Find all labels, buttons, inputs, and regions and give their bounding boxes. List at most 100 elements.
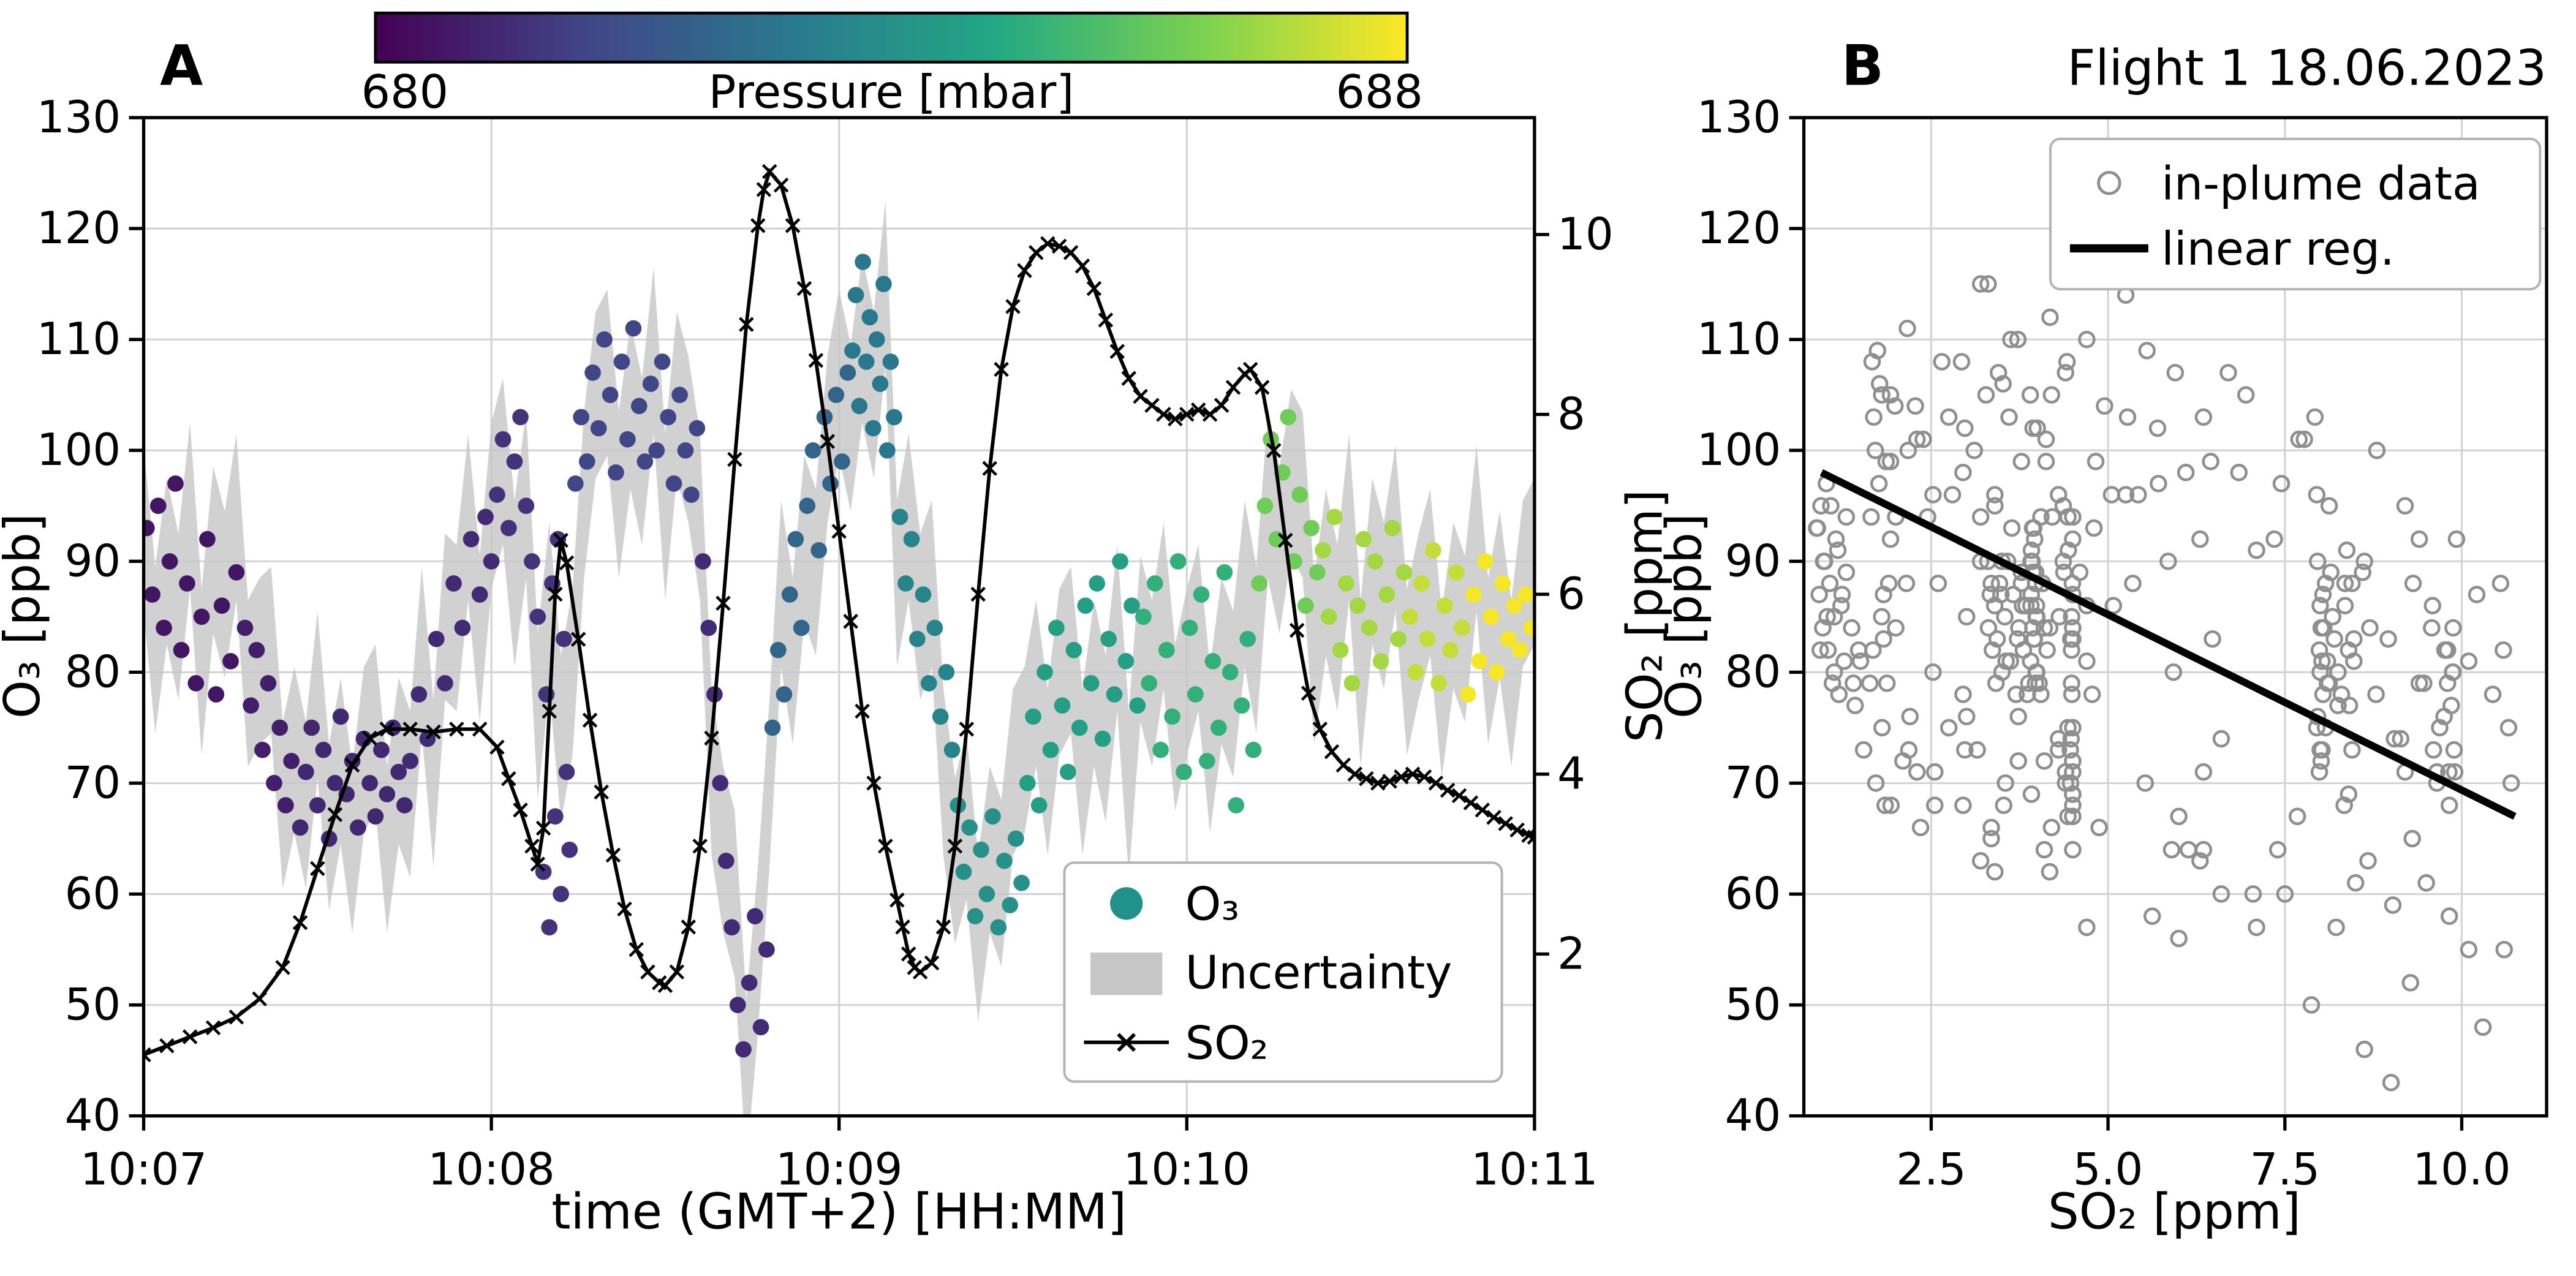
in-plume-point bbox=[1997, 652, 2015, 670]
in-plume-point bbox=[1854, 741, 1873, 759]
o3-point bbox=[573, 409, 589, 426]
o3-point bbox=[1233, 697, 1250, 714]
legend-uncertainty-marker bbox=[1090, 952, 1163, 995]
in-plume-point bbox=[2417, 874, 2435, 892]
in-plume-point bbox=[2338, 542, 2356, 559]
in-plume-point bbox=[2212, 885, 2230, 903]
o3-point bbox=[315, 741, 332, 758]
o3-point bbox=[298, 763, 314, 780]
svg-text:5.0: 5.0 bbox=[2073, 1144, 2143, 1195]
in-plume-point bbox=[1995, 796, 2012, 814]
in-plume-point bbox=[2444, 619, 2462, 637]
in-plume-point bbox=[1971, 508, 1990, 526]
in-plume-point bbox=[1979, 275, 1997, 293]
svg-text:100: 100 bbox=[1697, 424, 1781, 475]
in-plume-point bbox=[2118, 408, 2137, 426]
in-plume-point bbox=[2343, 575, 2361, 592]
o3-point bbox=[1280, 409, 1297, 426]
legend-linreg-label: linear reg. bbox=[2161, 222, 2395, 276]
in-plume-point bbox=[2410, 530, 2428, 548]
in-plume-point bbox=[2325, 630, 2343, 648]
o3-point bbox=[1436, 597, 1453, 614]
o3-point bbox=[428, 630, 445, 647]
in-plume-point bbox=[1881, 530, 1900, 548]
in-plume-point bbox=[1851, 652, 1870, 670]
o3-point bbox=[625, 320, 642, 337]
in-plume-point bbox=[1982, 829, 2000, 848]
in-plume-point bbox=[2010, 619, 2028, 637]
o3-point bbox=[1117, 653, 1135, 670]
svg-text:7.5: 7.5 bbox=[2250, 1144, 2320, 1195]
svg-text:50: 50 bbox=[65, 979, 121, 1030]
panel-b-legend: in-plume data linear reg. bbox=[2049, 137, 2542, 291]
o3-point bbox=[909, 630, 926, 647]
so2-markers bbox=[143, 164, 1535, 1063]
o3-point bbox=[608, 464, 624, 481]
in-plume-point bbox=[2440, 796, 2458, 814]
o3-point bbox=[1141, 675, 1158, 692]
in-plume-point bbox=[2170, 929, 2188, 948]
o3-point bbox=[1384, 519, 1401, 537]
o3-point bbox=[1442, 641, 1459, 659]
in-plume-point bbox=[2003, 519, 2021, 537]
svg-text:130: 130 bbox=[37, 91, 121, 143]
in-plume-point bbox=[1873, 608, 1890, 626]
in-plume-point bbox=[1926, 763, 1944, 781]
o3-point bbox=[1500, 630, 1517, 647]
colorbar-min-label: 680 bbox=[361, 66, 448, 119]
o3-point bbox=[1210, 719, 1227, 736]
in-plume-point bbox=[1845, 674, 1862, 692]
legend-so2-marker bbox=[1084, 1033, 1169, 1052]
in-plume-point bbox=[2064, 796, 2082, 814]
in-plume-point bbox=[1898, 319, 1916, 338]
in-plume-point bbox=[1986, 863, 2004, 881]
in-plume-point bbox=[2102, 486, 2121, 504]
o3-point bbox=[683, 486, 700, 503]
in-plume-point bbox=[2043, 508, 2061, 526]
o3-point bbox=[213, 597, 230, 614]
o3-point bbox=[1454, 619, 1470, 636]
in-plume-point bbox=[2041, 863, 2059, 881]
in-plume-point bbox=[2023, 553, 2041, 570]
svg-text:10:10: 10:10 bbox=[1124, 1144, 1250, 1195]
in-plume-point bbox=[2324, 608, 2341, 626]
in-plume-point bbox=[1867, 442, 1884, 459]
in-plume-point bbox=[2024, 519, 2042, 537]
o3-point bbox=[410, 686, 428, 703]
svg-text:70: 70 bbox=[65, 757, 121, 808]
in-plume-point bbox=[2404, 575, 2422, 592]
in-plume-point bbox=[1933, 353, 1951, 371]
in-plume-point bbox=[2340, 697, 2359, 714]
o3-point bbox=[553, 886, 569, 902]
o3-point bbox=[886, 409, 902, 426]
in-plume-point bbox=[1981, 586, 2000, 603]
in-plume-point bbox=[1886, 397, 1904, 415]
in-plume-point bbox=[2355, 553, 2373, 570]
in-plume-point bbox=[2180, 840, 2197, 859]
in-plume-point bbox=[1952, 353, 1971, 371]
in-plume-point bbox=[2354, 564, 2371, 581]
legend-inplume-label: in-plume data bbox=[2161, 157, 2480, 210]
svg-text:90: 90 bbox=[1725, 535, 1781, 586]
o3-point bbox=[1465, 586, 1482, 603]
in-plume-point bbox=[2143, 907, 2161, 925]
o3-point bbox=[602, 387, 619, 403]
in-plume-point bbox=[2104, 597, 2123, 614]
o3-point bbox=[1494, 575, 1511, 592]
in-plume-point bbox=[2064, 619, 2082, 637]
in-plume-point bbox=[2078, 918, 2096, 937]
in-plume-point bbox=[1814, 619, 1832, 637]
in-plume-point bbox=[2057, 364, 2074, 382]
in-plume-point bbox=[2355, 1040, 2373, 1059]
o3-point bbox=[787, 530, 804, 548]
in-plume-point bbox=[1808, 519, 1826, 537]
o3-point bbox=[1164, 708, 1180, 725]
in-plume-point bbox=[2268, 840, 2287, 859]
o3-point bbox=[1523, 619, 1535, 636]
in-plume-point bbox=[2423, 597, 2442, 614]
in-plume-point bbox=[2009, 630, 2026, 648]
in-plume-point bbox=[1811, 641, 1829, 659]
in-plume-point bbox=[1875, 630, 1892, 648]
svg-text:80: 80 bbox=[65, 646, 121, 697]
o3-point bbox=[1176, 763, 1192, 780]
